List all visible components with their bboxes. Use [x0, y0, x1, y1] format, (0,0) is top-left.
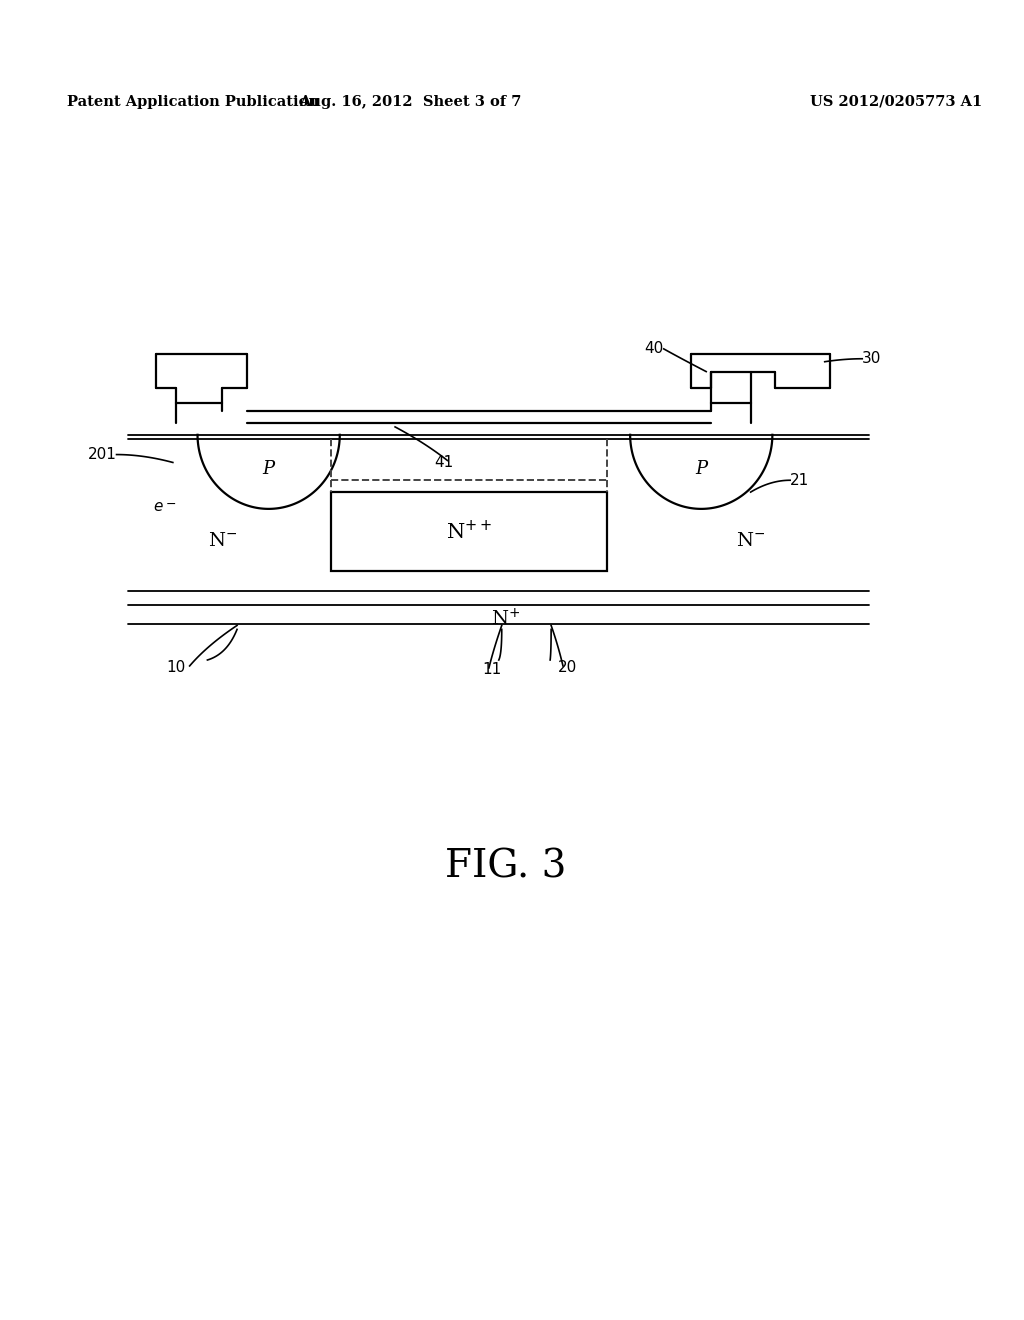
Text: Aug. 16, 2012  Sheet 3 of 7: Aug. 16, 2012 Sheet 3 of 7	[299, 95, 521, 110]
Text: P: P	[262, 461, 274, 478]
Text: 11: 11	[482, 663, 501, 677]
Text: US 2012/0205773 A1: US 2012/0205773 A1	[810, 95, 982, 110]
Text: e: e	[154, 499, 163, 515]
Text: 41: 41	[434, 455, 454, 470]
Text: N$^{+}$: N$^{+}$	[492, 609, 520, 630]
Text: 21: 21	[791, 473, 809, 488]
Text: 30: 30	[862, 351, 882, 366]
Text: N$^{-}$: N$^{-}$	[736, 532, 765, 550]
Text: P: P	[695, 461, 708, 478]
Text: 201: 201	[88, 447, 117, 462]
Text: Patent Application Publication: Patent Application Publication	[68, 95, 319, 110]
Text: FIG. 3: FIG. 3	[445, 849, 566, 886]
Text: N$^{-}$: N$^{-}$	[208, 532, 237, 550]
Text: 40: 40	[644, 342, 664, 356]
Text: 10: 10	[167, 660, 185, 676]
Bar	[331, 492, 607, 572]
Text: 20: 20	[558, 660, 578, 676]
Text: N$^{++}$: N$^{++}$	[446, 520, 493, 544]
Text: −: −	[166, 498, 176, 511]
